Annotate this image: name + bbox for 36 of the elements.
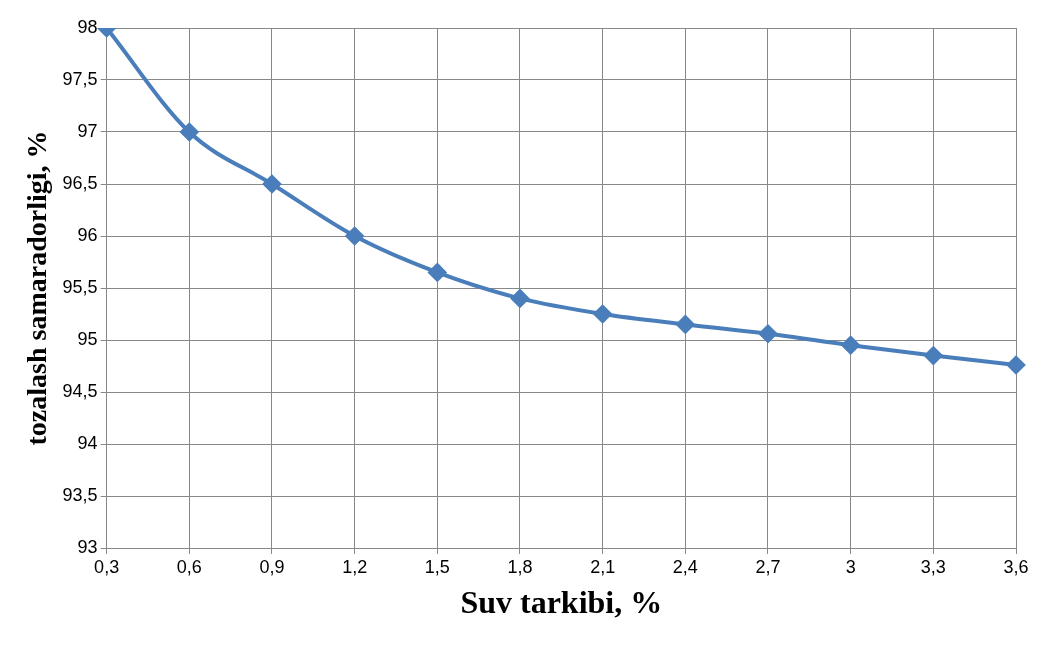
x-tick-label: 3,3: [920, 556, 946, 577]
point: [841, 336, 860, 355]
y-axis-title: tozalash samaradorligi, %: [21, 130, 53, 446]
point: [345, 227, 364, 245]
y-tick-label: 95: [77, 328, 98, 349]
x-tick-label: 0,6: [176, 556, 202, 577]
x-axis-title: Suv tarkibi, %: [460, 584, 663, 621]
y-tick-label: 98: [77, 16, 98, 37]
y-tick-label: 96: [77, 224, 98, 245]
x-tick-label: 2,1: [590, 556, 616, 577]
x-tick-label: 1,5: [424, 556, 450, 577]
point: [180, 123, 199, 141]
x-tick-label: 1,2: [342, 556, 368, 577]
y-tick-label: 94,5: [62, 380, 98, 401]
x-tick-label: 3,6: [1003, 556, 1029, 577]
point: [758, 324, 777, 343]
y-tick-label: 93: [77, 536, 98, 557]
y-tick-label: 97,5: [62, 68, 98, 89]
x-tick-label: 1,8: [507, 556, 533, 577]
point: [676, 315, 695, 334]
point: [1007, 355, 1025, 374]
point: [593, 305, 612, 323]
y-tick-label: 94: [77, 432, 98, 453]
x-tick-label: 2,7: [755, 556, 781, 577]
point: [924, 346, 943, 365]
x-tick-label: 0,3: [94, 556, 120, 577]
x-tick-label: 2,4: [672, 556, 698, 577]
y-tick-label: 93,5: [62, 484, 98, 505]
x-tick-label: 0,9: [259, 556, 285, 577]
y-tick-label: 96,5: [62, 172, 98, 193]
y-tick-label: 97: [77, 120, 98, 141]
point: [510, 289, 529, 308]
y-tick-label: 95,5: [62, 276, 98, 297]
x-tick-label: 3: [845, 556, 856, 577]
point: [262, 175, 281, 193]
point: [428, 263, 447, 282]
